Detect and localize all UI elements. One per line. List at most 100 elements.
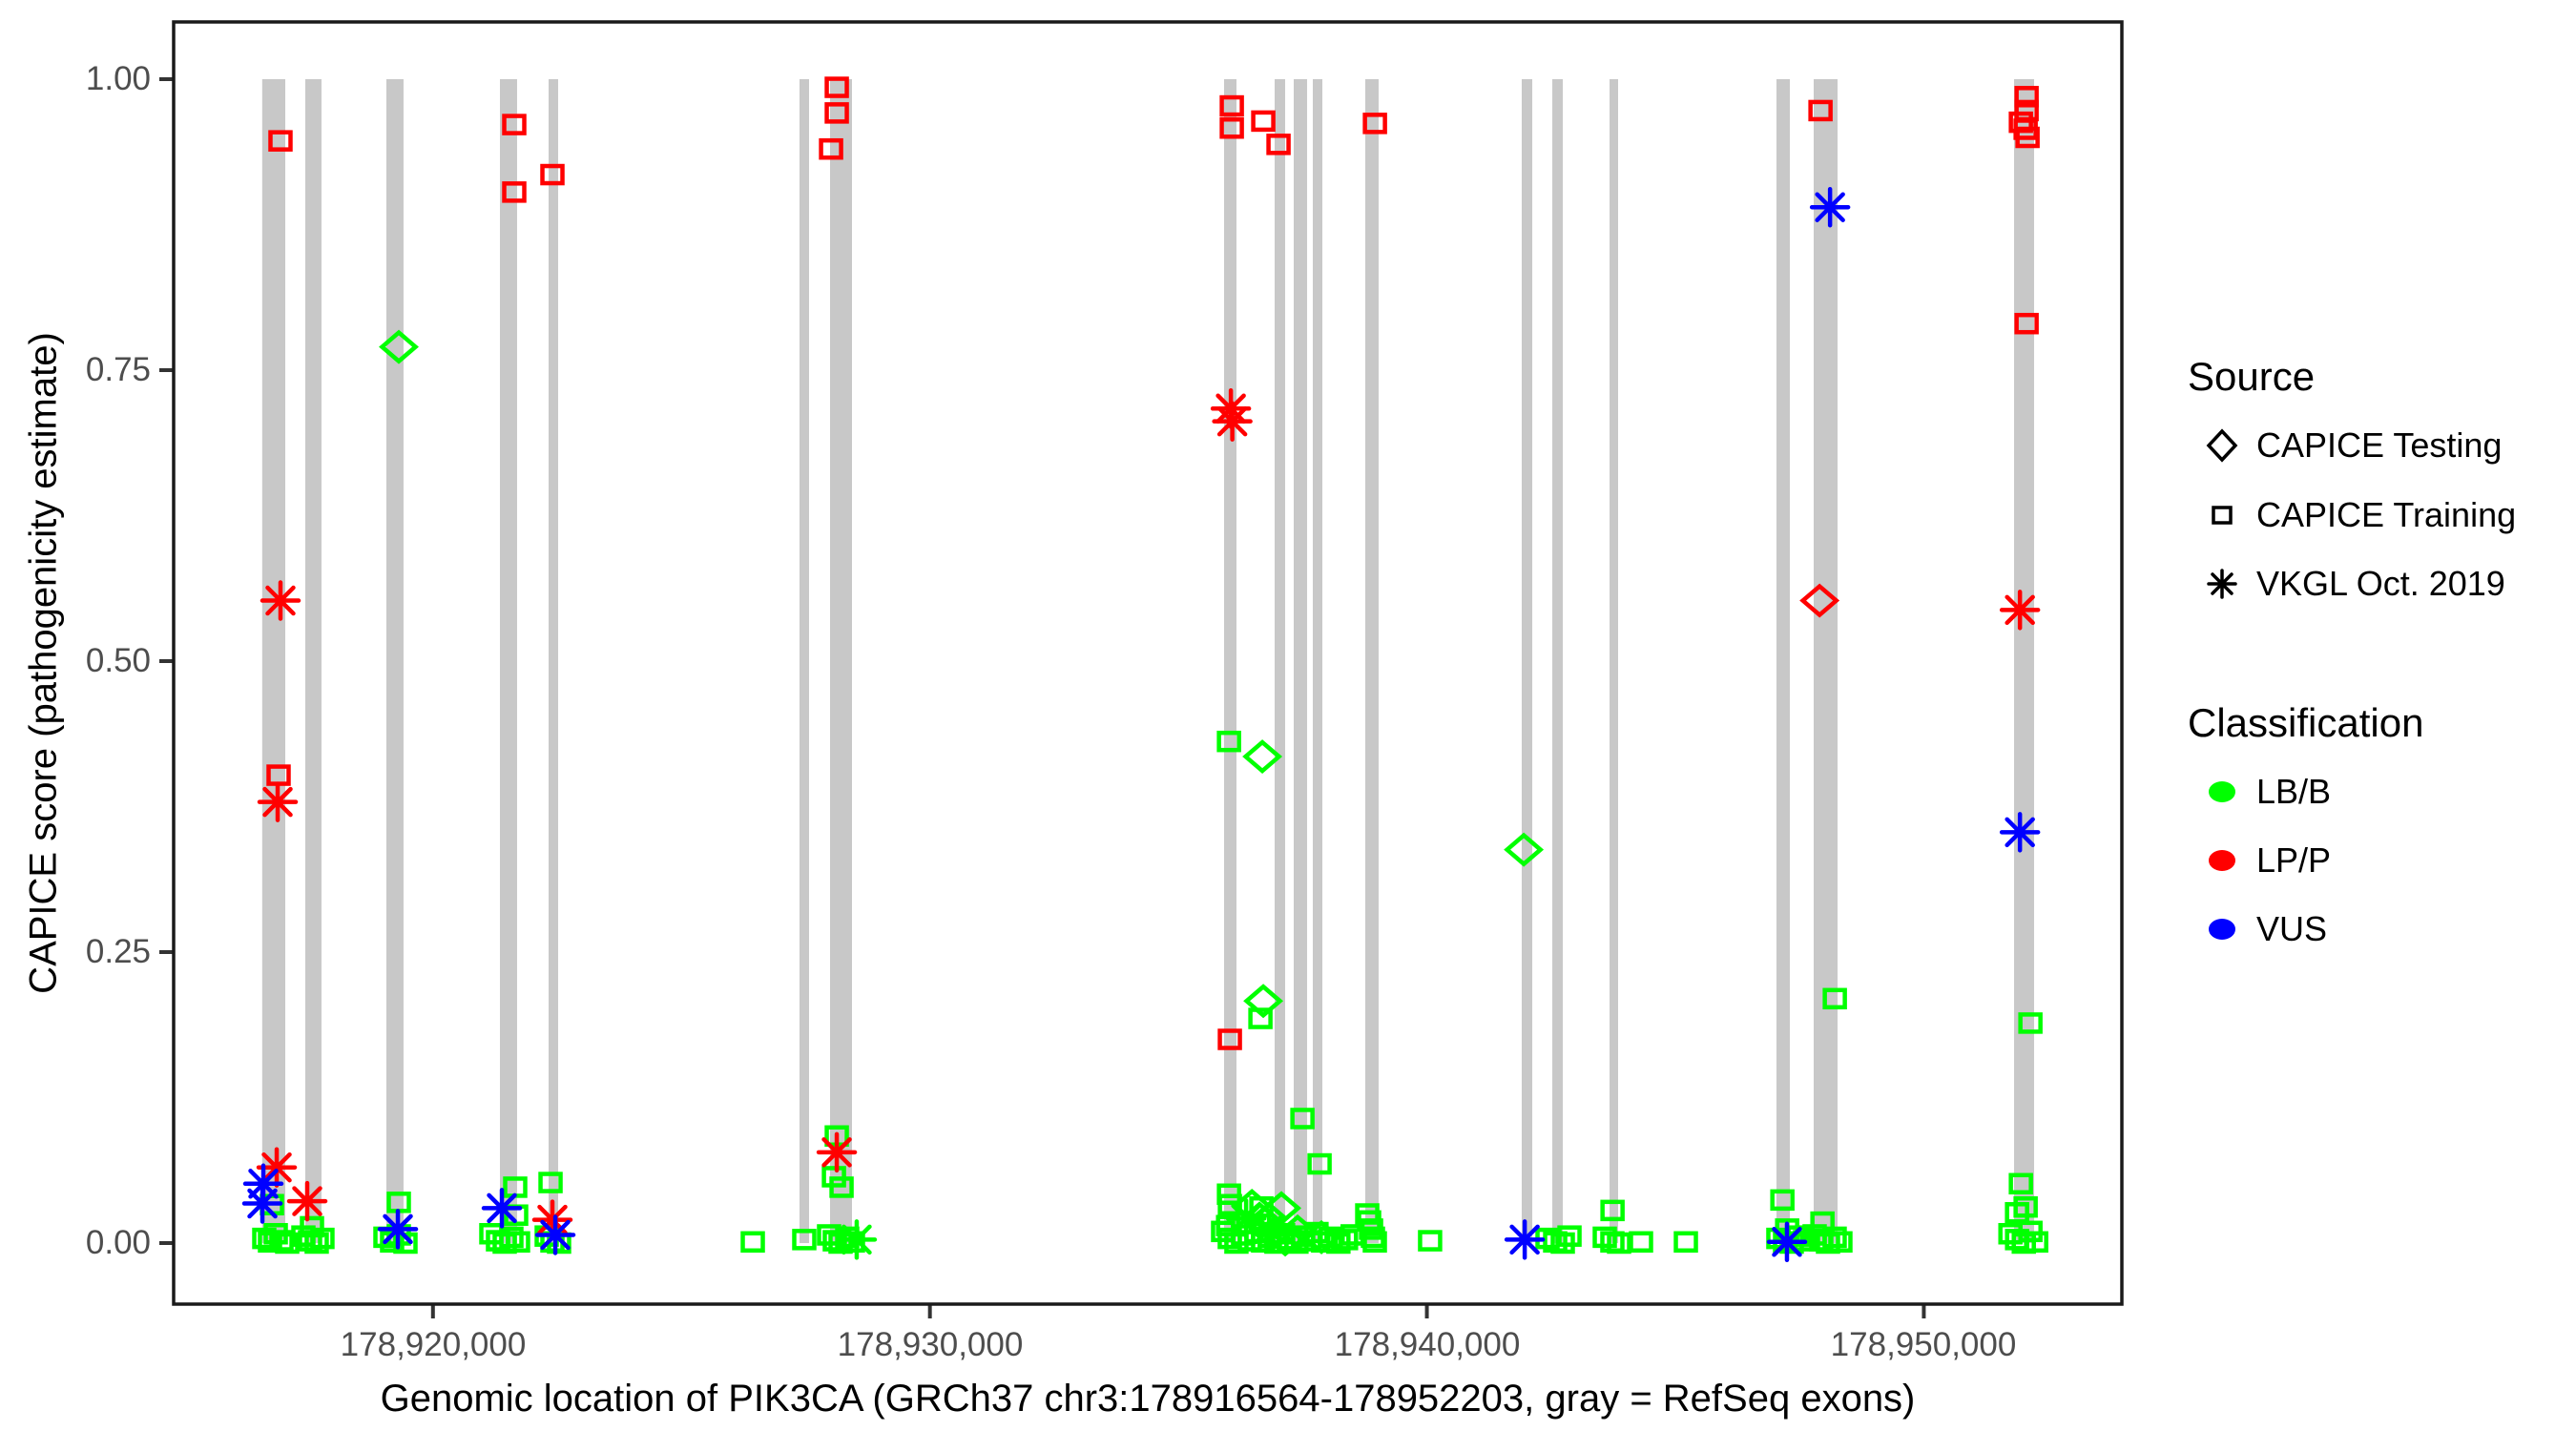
diamond-icon bbox=[2206, 428, 2238, 463]
data-point-sq-LB bbox=[829, 1176, 854, 1198]
refseq-exon-band bbox=[304, 79, 322, 1243]
panel-border bbox=[172, 20, 2124, 1306]
legend-item-label: CAPICE Testing bbox=[2256, 425, 2503, 465]
refseq-exon-band bbox=[1610, 79, 1618, 1243]
legend-title-source: Source bbox=[2188, 354, 2316, 399]
data-point-sq-LB bbox=[2008, 1172, 2033, 1195]
data-point-sq-LP bbox=[1808, 99, 1833, 122]
data-point-sq-LB bbox=[1770, 1189, 1795, 1212]
data-point-sq-LB bbox=[1418, 1230, 1443, 1252]
data-point-sq-LB bbox=[1828, 1231, 1853, 1254]
legend-item-lbb: LB/B bbox=[2201, 771, 2331, 813]
data-point-sq-LP bbox=[2015, 126, 2040, 149]
data-point-sq-LP bbox=[819, 137, 843, 160]
data-point-as-LP bbox=[256, 1147, 298, 1188]
data-point-sq-LB bbox=[298, 1230, 322, 1252]
data-point-sq-LB bbox=[740, 1231, 765, 1254]
data-point-sq-LB bbox=[1629, 1231, 1653, 1254]
legend-title-classification: Classification bbox=[2188, 700, 2424, 745]
data-point-sq-LP bbox=[1219, 116, 1244, 139]
data-point-sq-LB bbox=[1673, 1231, 1698, 1254]
data-point-sq-LB bbox=[1822, 987, 1847, 1010]
x-axis-title: Genomic location of PIK3CA (GRCh37 chr3:… bbox=[380, 1378, 1916, 1420]
lpp-dot-icon bbox=[2209, 850, 2235, 871]
data-point-sq-LB bbox=[304, 1232, 329, 1255]
data-point-as-LP bbox=[816, 1131, 858, 1173]
data-point-sq-LP bbox=[1251, 110, 1276, 133]
legend-item-capice-testing: CAPICE Testing bbox=[2201, 425, 2502, 467]
asterisk-icon bbox=[2207, 569, 2237, 599]
data-point-sq-LB bbox=[1217, 1193, 1242, 1215]
data-point-sq-LB bbox=[506, 1231, 530, 1254]
data-point-di-LB bbox=[1243, 984, 1284, 1019]
data-point-as-LP bbox=[286, 1180, 328, 1222]
y-tick-label-0.25: 0.25 bbox=[85, 933, 151, 970]
data-point-sq-LP bbox=[1219, 94, 1244, 117]
data-point-sq-LP bbox=[1266, 134, 1291, 156]
data-point-as-LP bbox=[1999, 590, 2041, 631]
refseq-exon-band bbox=[2014, 79, 2035, 1243]
legend-item-vkgl: VKGL Oct. 2019 bbox=[2201, 563, 2505, 605]
data-point-as-LP bbox=[260, 580, 301, 621]
y-tick-label-1.00: 1.00 bbox=[85, 60, 151, 97]
refseq-exon-band bbox=[1313, 79, 1323, 1243]
y-tick-label-0.75: 0.75 bbox=[85, 351, 151, 388]
data-point-sq-LP bbox=[824, 76, 849, 98]
data-point-di-LB bbox=[1504, 832, 1545, 867]
lbb-dot-icon bbox=[2209, 781, 2235, 802]
x-tick-label-178930000: 178,930,000 bbox=[837, 1326, 1024, 1363]
data-point-as-VUS bbox=[534, 1214, 576, 1255]
data-point-as-VUS bbox=[377, 1209, 419, 1250]
legend-item-label: CAPICE Training bbox=[2256, 495, 2517, 534]
x-tick-label-178950000: 178,950,000 bbox=[1830, 1326, 2017, 1363]
data-point-sq-LP bbox=[1362, 113, 1387, 135]
refseq-exon-band bbox=[549, 79, 559, 1243]
refseq-exon-band bbox=[385, 79, 404, 1243]
data-point-sq-LB bbox=[1290, 1108, 1315, 1130]
data-point-sq-LB bbox=[2024, 1231, 2048, 1254]
data-point-sq-LP bbox=[502, 114, 527, 135]
refseq-exon-band bbox=[829, 79, 852, 1243]
refseq-exon-band bbox=[1275, 79, 1285, 1243]
refseq-exon-band bbox=[1814, 79, 1839, 1243]
refseq-exon-band bbox=[1294, 79, 1308, 1243]
data-point-sq-LB bbox=[1600, 1199, 1625, 1222]
data-point-sq-LB bbox=[2005, 1202, 2029, 1224]
data-point-sq-LB bbox=[1248, 1007, 1273, 1029]
data-point-sq-LB bbox=[1311, 1231, 1336, 1254]
data-point-as-VUS bbox=[1766, 1221, 1808, 1263]
refseq-exon-band bbox=[1552, 79, 1564, 1243]
y-tick-label-0.50: 0.50 bbox=[85, 642, 151, 679]
refseq-exon-band bbox=[1776, 79, 1791, 1243]
data-point-as-VUS bbox=[1999, 812, 2041, 853]
data-point-sq-LP bbox=[502, 181, 527, 203]
legend-item-label: VUS bbox=[2256, 909, 2328, 948]
data-point-as-VUS bbox=[241, 1183, 283, 1224]
data-point-as-LP bbox=[257, 781, 299, 822]
data-point-di-LB bbox=[379, 329, 419, 364]
data-point-sq-LB bbox=[835, 1226, 860, 1249]
y-tick-label-0.00: 0.00 bbox=[85, 1224, 151, 1261]
data-point-sq-LB bbox=[1822, 1226, 1847, 1249]
data-point-as-LP bbox=[1212, 401, 1253, 442]
data-point-sq-LB bbox=[499, 1226, 524, 1249]
x-tick-label-178920000: 178,920,000 bbox=[340, 1326, 527, 1363]
data-point-as-VUS bbox=[1504, 1219, 1546, 1260]
data-point-sq-LP bbox=[2014, 312, 2039, 335]
data-point-sq-LB bbox=[1340, 1224, 1365, 1246]
legend-item-label: VKGL Oct. 2019 bbox=[2256, 564, 2505, 603]
refseq-exon-band bbox=[1223, 79, 1237, 1243]
data-point-sq-LP bbox=[268, 130, 293, 152]
data-point-sq-LB bbox=[792, 1229, 817, 1251]
legend-item-capice-training: CAPICE Training bbox=[2201, 494, 2516, 536]
refseq-exon-band bbox=[500, 79, 517, 1243]
x-tick-label-178940000: 178,940,000 bbox=[1334, 1326, 1521, 1363]
data-point-as-LP bbox=[531, 1199, 573, 1240]
data-point-sq-LB bbox=[2011, 1232, 2036, 1255]
data-point-sq-LB bbox=[841, 1231, 865, 1254]
data-point-di-LP bbox=[1799, 583, 1840, 618]
legend-item-lpp: LP/P bbox=[2201, 840, 2331, 881]
data-point-sq-LB bbox=[1307, 1152, 1332, 1175]
data-point-as-VUS bbox=[481, 1188, 523, 1229]
